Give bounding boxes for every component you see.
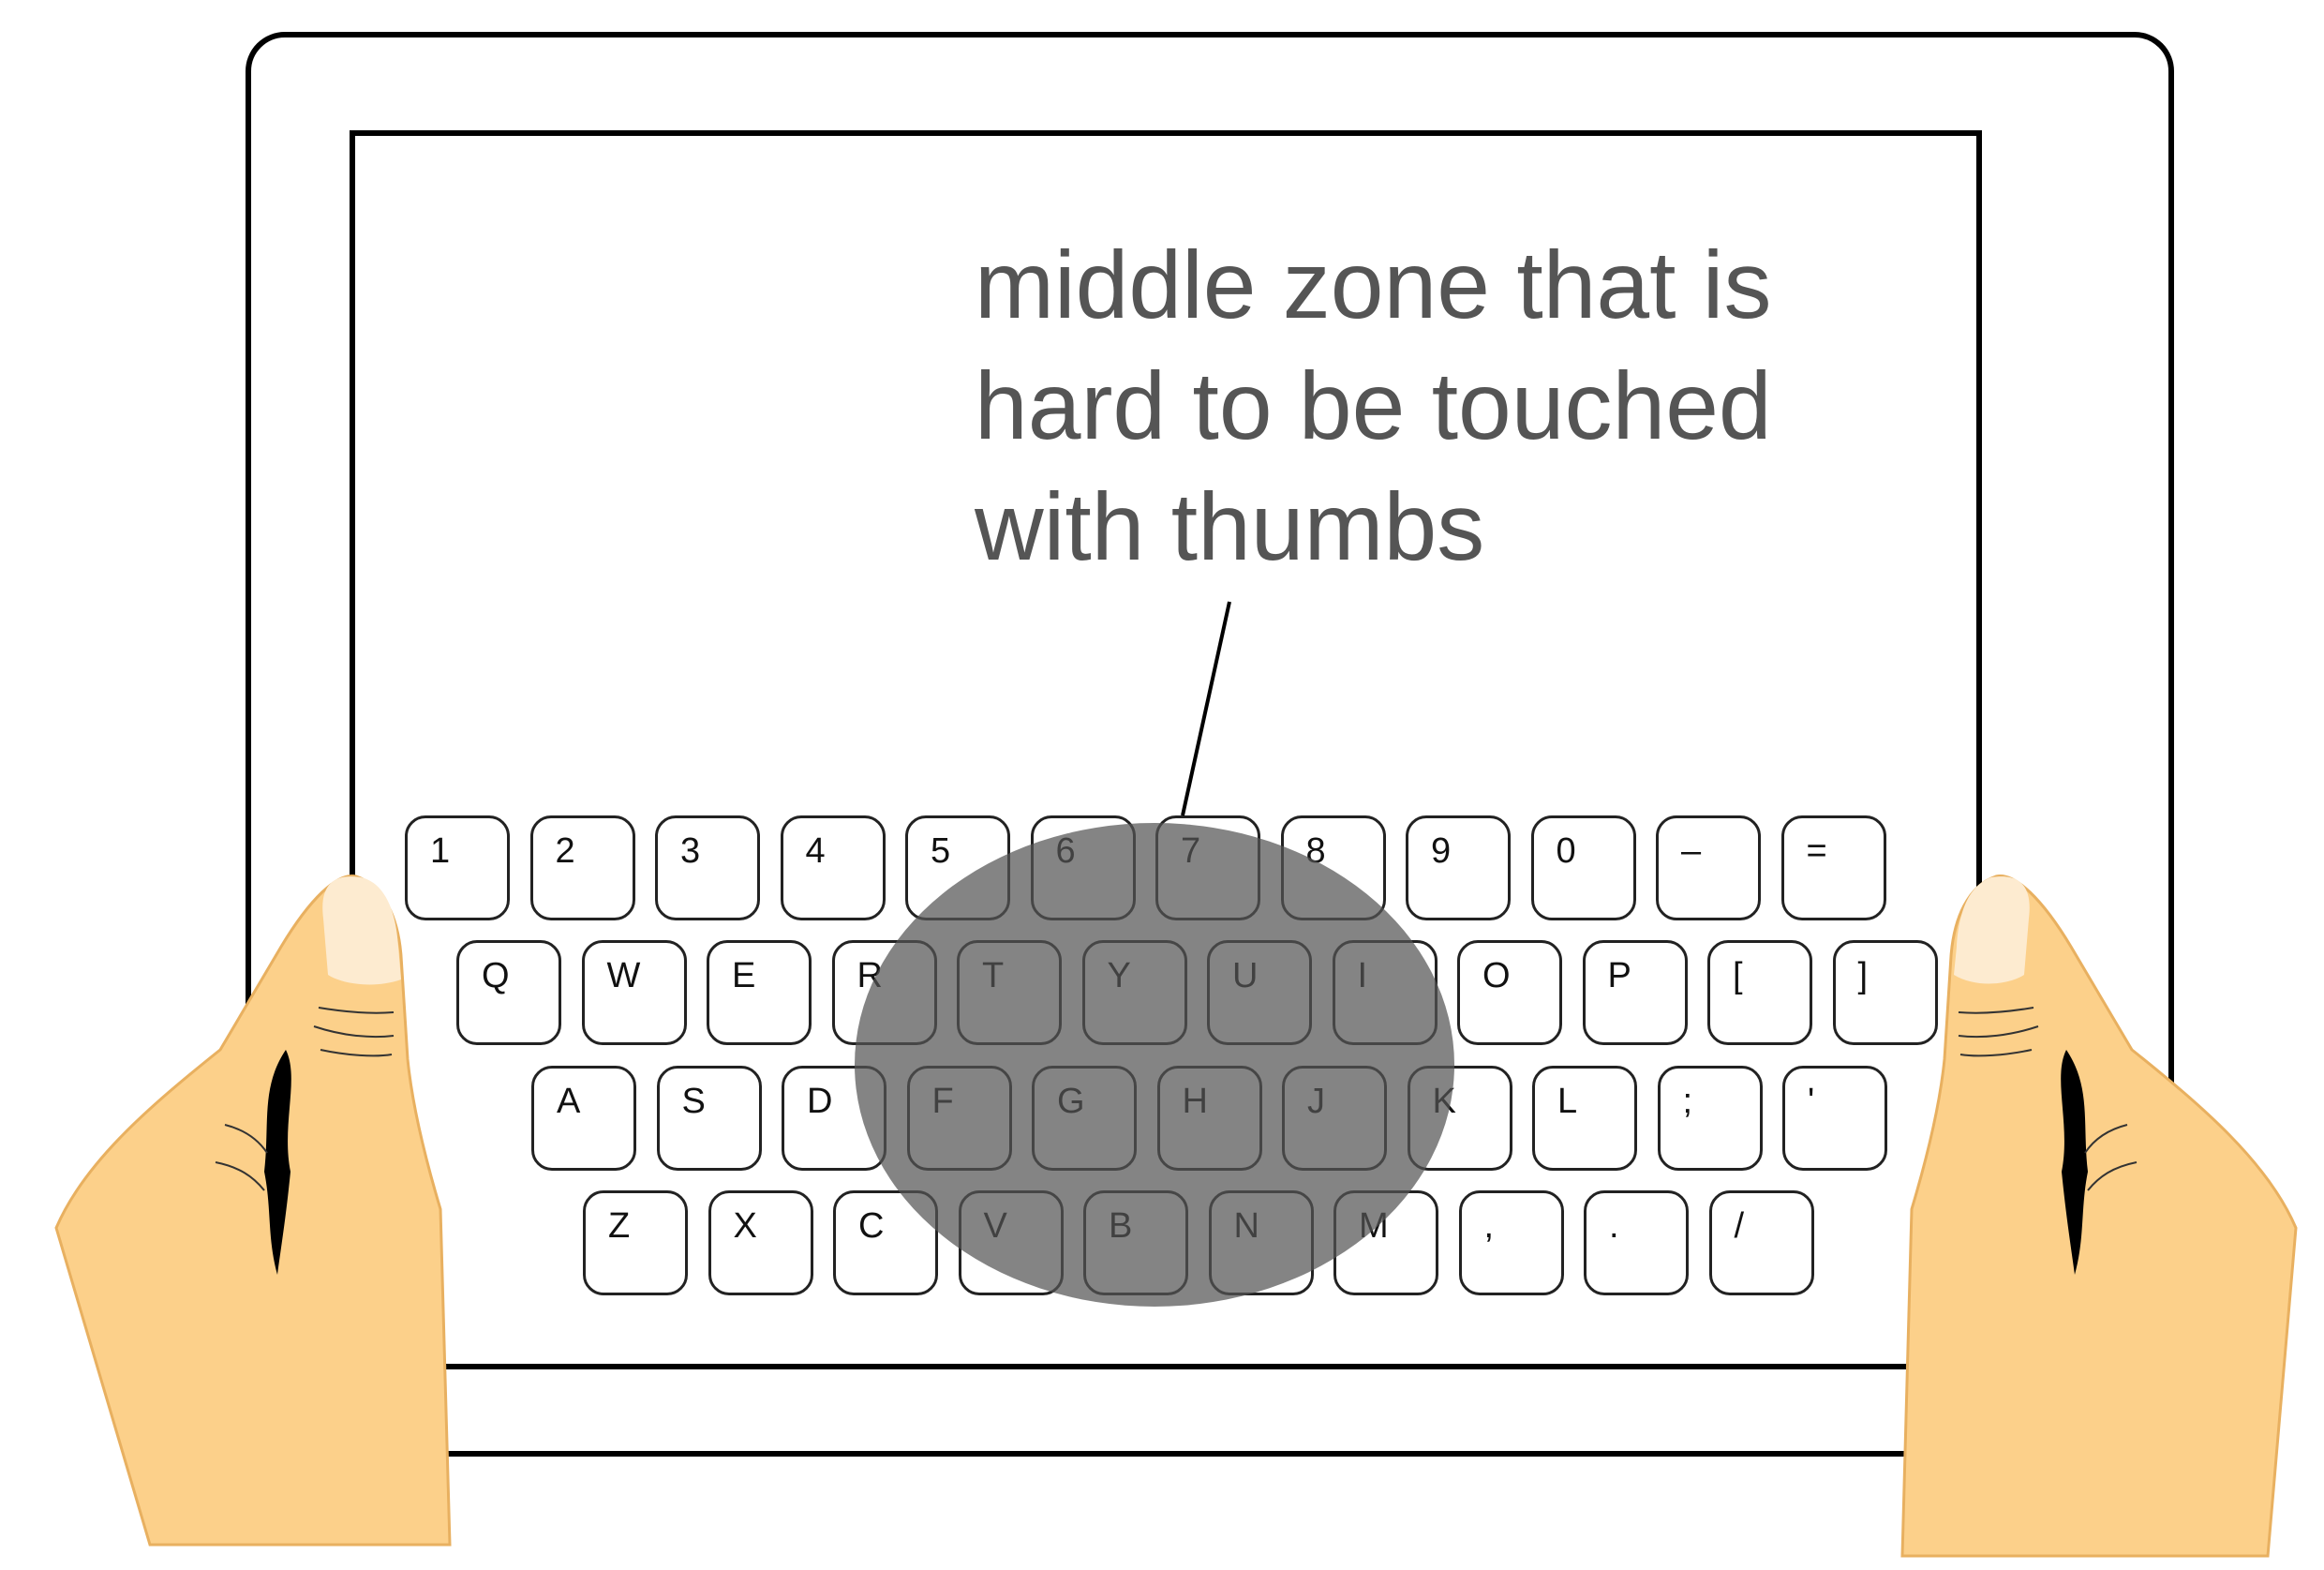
key-1-9[interactable]: P (1582, 940, 1688, 1045)
key-3-1[interactable]: X (708, 1190, 813, 1295)
annotation-line-1: middle zone that is (975, 232, 1772, 338)
key-1-11[interactable]: ] (1832, 940, 1938, 1045)
key-2-8[interactable]: L (1532, 1066, 1637, 1171)
annotation-label: middle zone that is hard to be touched w… (975, 225, 2005, 588)
key-1-10[interactable]: [ (1707, 940, 1812, 1045)
annotation-line-3: with thumbs (975, 473, 1485, 580)
annotation-line-2: hard to be touched (975, 352, 1772, 459)
key-0-0[interactable]: 1 (405, 815, 510, 920)
key-0-1[interactable]: 2 (529, 815, 635, 920)
key-1-2[interactable]: E (707, 940, 812, 1045)
key-0-2[interactable]: 3 (655, 815, 760, 920)
leader-line (1181, 601, 1231, 816)
middle-zone-highlight (855, 823, 1454, 1307)
key-3-9[interactable]: / (1708, 1190, 1814, 1295)
key-0-11[interactable]: = (1780, 815, 1886, 920)
key-0-8[interactable]: 9 (1406, 815, 1511, 920)
key-3-0[interactable]: Z (583, 1190, 688, 1295)
left-hand-icon (54, 874, 452, 1547)
key-2-1[interactable]: S (656, 1066, 762, 1171)
key-2-9[interactable]: ; (1657, 1066, 1763, 1171)
key-0-3[interactable]: 4 (780, 815, 886, 920)
right-hand-icon (1900, 874, 2298, 1558)
key-2-10[interactable]: ' (1782, 1066, 1887, 1171)
key-3-2[interactable]: C (833, 1190, 938, 1295)
key-1-8[interactable]: O (1457, 940, 1562, 1045)
key-0-10[interactable]: – (1656, 815, 1761, 920)
key-0-9[interactable]: 0 (1530, 815, 1636, 920)
key-3-7[interactable]: , (1458, 1190, 1564, 1295)
key-3-8[interactable]: . (1584, 1190, 1689, 1295)
key-1-1[interactable]: W (581, 940, 687, 1045)
key-2-0[interactable]: A (531, 1066, 636, 1171)
key-1-0[interactable]: Q (456, 940, 561, 1045)
